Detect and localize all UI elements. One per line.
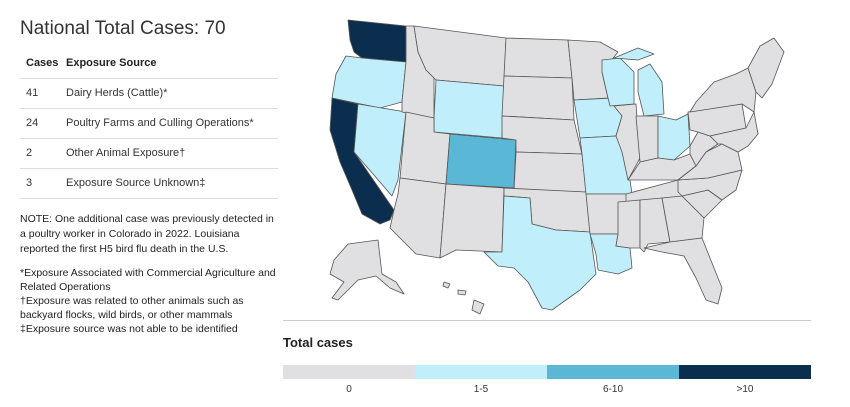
column-header-source: Exposure Source [60,50,278,79]
table-header-row: Cases Exposure Source [20,50,278,79]
state-wy[interactable] [433,79,505,139]
source-cell: Poultry Farms and Culling Operations* [60,108,278,139]
page-title: National Total Cases: 70 [20,18,226,39]
cases-cell: 2 [20,138,60,169]
cases-panel: National Total Cases: 70 Cases Exposure … [20,18,278,336]
state-ny[interactable] [689,67,757,113]
state-mid-atlantic[interactable] [709,111,759,153]
source-cell: Exposure Source Unknown‡ [60,168,278,199]
us-map-svg [329,19,785,315]
note-text: NOTE: One additional case was previously… [20,213,274,255]
footnote-other-animals: †Exposure was related to other animals s… [20,295,244,321]
footnotes: *Exposure Associated with Commercial Agr… [20,266,278,336]
state-wa[interactable] [347,19,407,63]
state-ak[interactable] [329,239,405,301]
state-il[interactable] [613,103,641,181]
state-tx[interactable] [483,195,597,311]
legend-title: Total cases [283,335,353,350]
legend-swatch-over-10 [679,365,811,379]
legend-swatch-6-10 [547,365,679,379]
state-az[interactable] [389,177,447,259]
column-header-cases: Cases [20,50,60,79]
state-ms[interactable] [615,199,641,249]
state-ks[interactable] [513,151,587,193]
state-nv[interactable] [353,103,407,197]
legend-label: >10 [736,384,754,395]
legend-swatch-1-5 [415,365,547,379]
state-new-england[interactable] [747,37,785,99]
table-row: 24 Poultry Farms and Culling Operations* [20,108,278,139]
legend-swatch-0 [283,365,415,379]
legend-labels: 0 1-5 6-10 >10 [283,384,811,395]
source-cell: Dairy Herds (Cattle)* [60,78,278,109]
legend-label: 1-5 [473,384,489,395]
cases-cell: 3 [20,168,60,199]
state-fl[interactable] [643,237,723,305]
state-oh[interactable] [657,113,691,161]
state-sd[interactable] [501,75,575,121]
legend-bar [283,365,811,379]
state-nd[interactable] [503,37,573,79]
source-cell: Other Animal Exposure† [60,138,278,169]
cases-cell: 24 [20,108,60,139]
table-row: 2 Other Animal Exposure† [20,138,278,169]
table-row: 41 Dairy Herds (Cattle)* [20,78,278,109]
legend-label: 6-10 [602,384,623,395]
legend-label: 0 [346,384,352,395]
cases-cell: 41 [20,78,60,109]
us-map [318,12,828,322]
state-mi[interactable] [613,47,665,117]
state-co[interactable] [445,133,517,189]
state-nm[interactable] [439,183,505,259]
table-row: 3 Exposure Source Unknown‡ [20,168,278,199]
state-in[interactable] [635,115,659,163]
state-hi[interactable] [442,281,485,315]
footnote-commercial: *Exposure Associated with Commercial Agr… [20,267,276,293]
state-or[interactable] [331,55,407,109]
legend-divider [283,320,811,321]
footnote-unknown: ‡Exposure source was not able to be iden… [20,323,238,335]
exposure-table: Cases Exposure Source 41 Dairy Herds (Ca… [20,50,278,199]
